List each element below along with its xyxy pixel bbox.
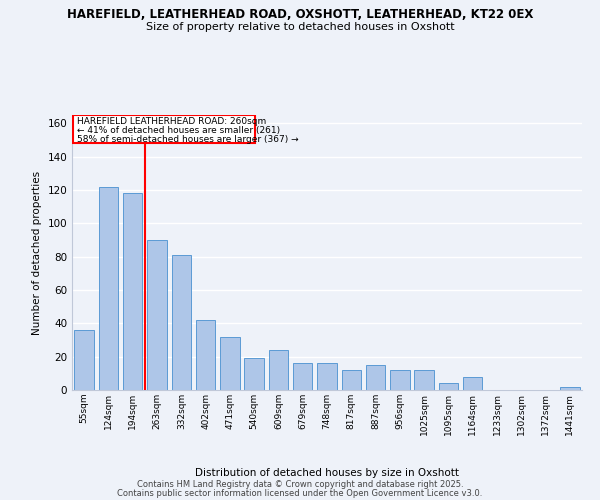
Bar <box>196 320 215 390</box>
Bar <box>341 370 361 390</box>
FancyBboxPatch shape <box>73 115 256 143</box>
Text: Distribution of detached houses by size in Oxshott: Distribution of detached houses by size … <box>195 468 459 477</box>
Bar <box>390 370 410 390</box>
Text: Contains public sector information licensed under the Open Government Licence v3: Contains public sector information licen… <box>118 488 482 498</box>
Text: Contains HM Land Registry data © Crown copyright and database right 2025.: Contains HM Land Registry data © Crown c… <box>137 480 463 489</box>
Bar <box>415 370 434 390</box>
Bar <box>147 240 167 390</box>
Bar <box>99 186 118 390</box>
Text: Size of property relative to detached houses in Oxshott: Size of property relative to detached ho… <box>146 22 454 32</box>
Bar <box>560 386 580 390</box>
Text: ← 41% of detached houses are smaller (261): ← 41% of detached houses are smaller (26… <box>77 126 280 135</box>
Bar <box>366 365 385 390</box>
Bar <box>220 336 239 390</box>
Text: HAREFIELD, LEATHERHEAD ROAD, OXSHOTT, LEATHERHEAD, KT22 0EX: HAREFIELD, LEATHERHEAD ROAD, OXSHOTT, LE… <box>67 8 533 20</box>
Text: HAREFIELD LEATHERHEAD ROAD: 260sqm: HAREFIELD LEATHERHEAD ROAD: 260sqm <box>77 116 266 126</box>
Text: 58% of semi-detached houses are larger (367) →: 58% of semi-detached houses are larger (… <box>77 135 298 144</box>
Bar <box>317 364 337 390</box>
Y-axis label: Number of detached properties: Number of detached properties <box>32 170 42 334</box>
Bar <box>439 384 458 390</box>
Bar <box>172 255 191 390</box>
Bar <box>244 358 264 390</box>
Bar <box>269 350 288 390</box>
Bar <box>463 376 482 390</box>
Bar <box>123 194 142 390</box>
Bar <box>74 330 94 390</box>
Bar <box>293 364 313 390</box>
